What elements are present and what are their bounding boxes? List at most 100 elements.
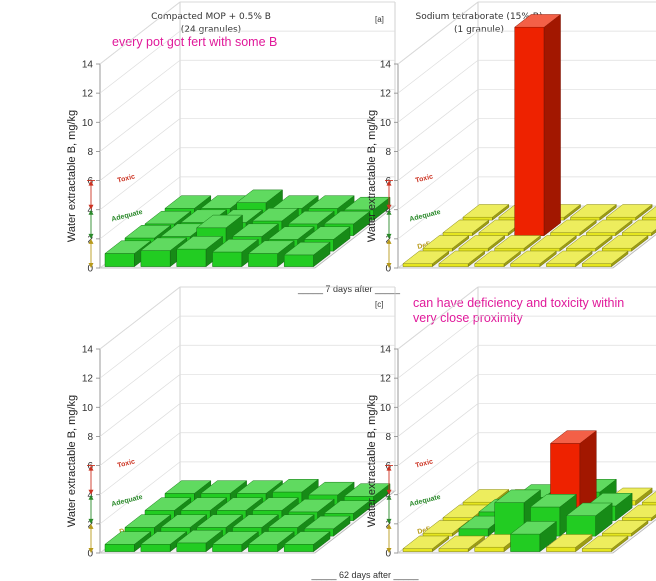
bar-front-face [422, 532, 453, 537]
bar-top-face [307, 481, 355, 496]
bar-yellow [605, 203, 653, 221]
bar-top-face [124, 225, 172, 239]
gridline-side [397, 1, 479, 65]
bar-front-face [621, 232, 652, 236]
bar-front-face [566, 247, 596, 252]
gridline-side [397, 315, 479, 379]
y-tick-label: 12 [82, 89, 94, 100]
y-tick-label: 12 [380, 374, 392, 385]
gridline-side [397, 286, 479, 350]
bar-top-face [303, 515, 351, 530]
bar-top-face [343, 196, 391, 211]
bar-green [175, 529, 224, 553]
gridline-side [99, 315, 181, 379]
bar-yellow [549, 219, 598, 237]
gridline-side [397, 89, 479, 152]
adequate-zone-arrow-up [88, 494, 94, 500]
bar-top-face [287, 210, 335, 225]
bar-front-face [248, 253, 278, 267]
bar-yellow [545, 250, 593, 268]
bar-top-face [601, 235, 649, 249]
bar-top-face [231, 223, 280, 237]
y-axis-title: Water extractable B, mg/kg [66, 395, 78, 527]
toxic-zone-arrow-up [386, 465, 392, 471]
bar-side-face [651, 228, 656, 237]
bar-top-face [180, 497, 228, 511]
gridline-side [99, 461, 181, 525]
bar-top-face [211, 531, 260, 545]
bar-yellow [581, 535, 629, 553]
y-tick-label: 4 [87, 490, 93, 501]
bar-front-face [283, 254, 314, 267]
bar-top-face [235, 189, 284, 203]
bar-front-face [212, 544, 243, 552]
bar-green [283, 531, 331, 553]
bar-top-face [549, 430, 598, 444]
bar-yellow [601, 519, 649, 537]
panel-label: [a] [375, 15, 384, 24]
bar-top-face [545, 250, 593, 264]
bar-yellow [641, 206, 656, 221]
gridline-side [397, 30, 479, 94]
gridline-side [397, 60, 479, 123]
bar-front-face [601, 247, 632, 252]
bar-top-face [641, 206, 656, 218]
bar-green [509, 520, 558, 553]
bar-yellow [569, 203, 618, 221]
toxic-label: Toxic [117, 173, 136, 184]
bar-front-face [442, 517, 473, 521]
gridline-side [99, 118, 181, 181]
bar-side-face [543, 13, 561, 237]
bar-top-face [195, 514, 244, 528]
bar-top-face [303, 226, 351, 240]
bar-front-face [212, 251, 243, 267]
bar-top-face [180, 209, 228, 223]
gridline-side [397, 345, 479, 408]
bar-top-face [581, 250, 629, 264]
bar-top-face [251, 208, 300, 222]
gridline-side [99, 286, 181, 350]
adequate-label: Adequate [111, 209, 144, 224]
gridline-side [397, 147, 479, 210]
bar-top-face [144, 497, 192, 511]
toxic-zone-arrow-down [386, 204, 392, 210]
y-axis-title: Water extractable B, mg/kg [66, 110, 78, 242]
bar-top-face [493, 489, 542, 503]
bar-top-face [267, 514, 315, 528]
bar-green [211, 531, 260, 553]
gridline-side [99, 1, 181, 65]
bar-top-face [621, 219, 656, 233]
adequate-zone-arrow-down [386, 518, 392, 524]
deficient-zone-arrow-down [88, 548, 94, 553]
bar-front-face [402, 548, 433, 552]
y-axis-title: Water extractable B, mg/kg [366, 395, 378, 527]
bar-green [211, 238, 260, 268]
bar-front-face [402, 263, 433, 267]
bar-top-face [458, 235, 506, 249]
bar-top-face [549, 219, 598, 233]
bar-top-face [283, 531, 331, 545]
bar-top-face [422, 520, 470, 534]
y-tick-label: 6 [385, 461, 391, 472]
bar-top-face [565, 235, 613, 249]
bar-green [247, 531, 295, 553]
bar-top-face [569, 204, 618, 218]
adequate-zone-arrow-up [386, 209, 392, 215]
bar-front-face [140, 544, 171, 552]
bar-top-face [175, 529, 224, 544]
bar-yellow [473, 250, 522, 268]
bar-top-face [402, 250, 450, 264]
panel-a: 0 2 4 6 8 10 12 14 Water extractable B, mg/kg [a]… [66, 1, 397, 275]
bar-front-face [581, 263, 612, 267]
y-tick-label: 12 [380, 89, 392, 100]
bar-front-face [458, 247, 489, 252]
bar-front-face [581, 548, 612, 552]
y-tick-label: 8 [87, 432, 93, 443]
bar-front-face [621, 517, 652, 521]
bar-yellow [462, 203, 510, 221]
y-tick-label: 0 [385, 549, 391, 560]
bar-front-face [550, 232, 581, 236]
deficient-zone-arrow-up [386, 238, 392, 244]
bar-top-face [513, 14, 562, 28]
bar-top-face [581, 535, 629, 549]
